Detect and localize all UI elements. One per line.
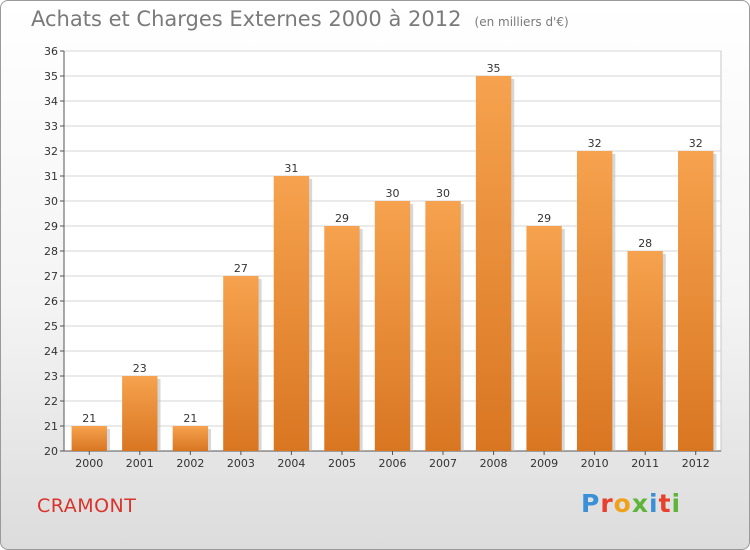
- y-tick-label: 21: [44, 420, 58, 433]
- x-tick-label: 2005: [328, 457, 356, 470]
- y-tick-label: 23: [44, 370, 58, 383]
- bar: [526, 226, 562, 451]
- bar: [425, 201, 461, 451]
- commune-name: CRAMONT: [37, 495, 137, 517]
- proxiti-logo: Proxiti: [581, 489, 681, 518]
- bar: [71, 426, 107, 451]
- bar-value-label: 27: [234, 262, 248, 275]
- bar-value-label: 29: [335, 212, 349, 225]
- x-tick-label: 2012: [682, 457, 710, 470]
- x-tick-label: 2008: [480, 457, 508, 470]
- x-tick-label: 2003: [227, 457, 255, 470]
- y-tick-label: 33: [44, 120, 58, 133]
- y-tick-label: 24: [44, 345, 58, 358]
- bar: [122, 376, 158, 451]
- y-tick-label: 35: [44, 70, 58, 83]
- bar: [678, 151, 714, 451]
- chart-subtitle: (en milliers d'€): [474, 15, 569, 29]
- bar-value-label: 30: [436, 187, 450, 200]
- x-tick-label: 2004: [277, 457, 305, 470]
- x-tick-label: 2009: [530, 457, 558, 470]
- bar-value-label: 32: [689, 137, 703, 150]
- logo-letter: i: [649, 489, 659, 518]
- y-tick-label: 36: [44, 45, 58, 58]
- bar: [475, 76, 512, 451]
- logo-letter: t: [658, 489, 672, 518]
- x-tick-label: 2000: [75, 457, 103, 470]
- bar-value-label: 32: [588, 137, 602, 150]
- logo-letter: i: [671, 489, 682, 518]
- y-tick-label: 27: [44, 270, 58, 283]
- x-tick-label: 2001: [126, 457, 154, 470]
- y-tick-label: 30: [44, 195, 58, 208]
- logo-letter: P: [581, 489, 601, 518]
- bar-value-label: 35: [487, 62, 501, 75]
- bar: [223, 276, 259, 451]
- x-tick-label: 2006: [379, 457, 407, 470]
- x-tick-label: 2011: [631, 457, 659, 470]
- logo-letter: o: [613, 489, 632, 518]
- bar-value-label: 23: [133, 362, 147, 375]
- title-row: Achats et Charges Externes 2000 à 2012 (…: [31, 7, 569, 31]
- y-tick-label: 25: [44, 320, 58, 333]
- chart-title: Achats et Charges Externes 2000 à 2012: [31, 7, 462, 31]
- x-tick-label: 2002: [176, 457, 204, 470]
- bar-value-label: 29: [537, 212, 551, 225]
- y-tick-label: 29: [44, 220, 58, 233]
- bar: [374, 201, 411, 451]
- bar-value-label: 31: [284, 162, 298, 175]
- bar: [172, 426, 209, 451]
- y-tick-label: 31: [44, 170, 58, 183]
- y-tick-label: 20: [44, 445, 58, 458]
- y-tick-label: 22: [44, 395, 58, 408]
- bar: [324, 226, 360, 451]
- bar: [273, 176, 310, 451]
- logo-letter: r: [600, 489, 614, 518]
- bar-value-label: 28: [638, 237, 652, 250]
- x-tick-label: 2010: [581, 457, 609, 470]
- y-tick-label: 34: [44, 95, 58, 108]
- logo-letter: x: [631, 489, 649, 518]
- bar-value-label: 21: [183, 412, 197, 425]
- x-tick-label: 2007: [429, 457, 457, 470]
- bar: [576, 151, 613, 451]
- bar-value-label: 21: [82, 412, 96, 425]
- y-tick-label: 32: [44, 145, 58, 158]
- y-tick-label: 28: [44, 245, 58, 258]
- bar-value-label: 30: [386, 187, 400, 200]
- bar: [627, 251, 663, 451]
- y-tick-label: 26: [44, 295, 58, 308]
